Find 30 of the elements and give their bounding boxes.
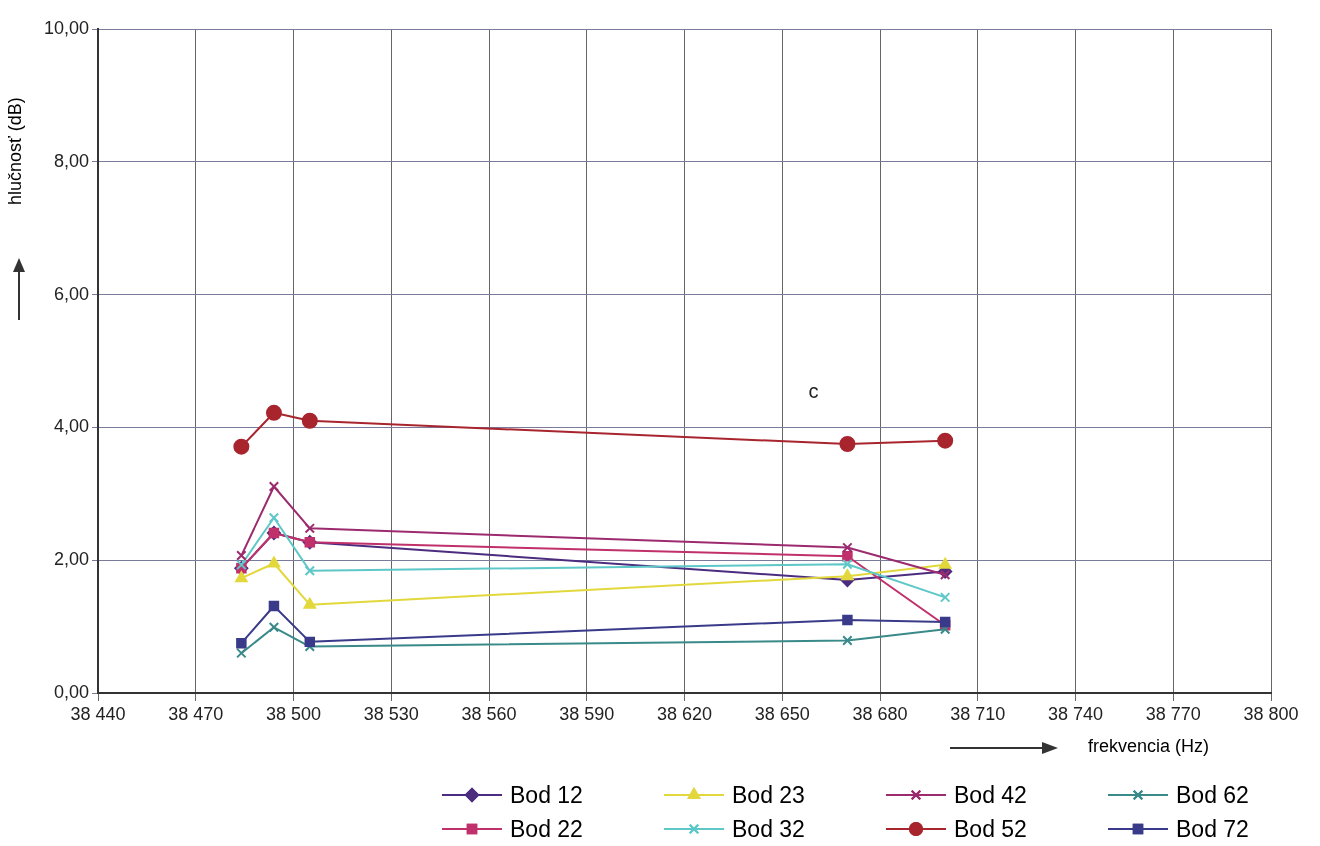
legend-label: Bod 42 — [954, 781, 1027, 809]
x-tick-label: 38 530 — [363, 703, 419, 724]
legend-label: Bod 22 — [510, 815, 583, 843]
x-tick-label: 38 770 — [1145, 703, 1201, 724]
x-tick-label: 38 650 — [754, 703, 810, 724]
x-tick-label: 38 560 — [461, 703, 517, 724]
y-tick-label: 0,00 — [53, 681, 89, 702]
legend-label: Bod 32 — [732, 815, 805, 843]
legend-label: Bod 23 — [732, 781, 805, 809]
y-tick-label: 4,00 — [53, 416, 89, 437]
x-tick-label: 38 470 — [168, 703, 224, 724]
x-tick-label: 38 440 — [70, 703, 126, 724]
x-tick-label: 38 620 — [656, 703, 713, 724]
annotation: c — [808, 379, 819, 402]
y-axis-title: hlučnosť (dB) — [4, 97, 26, 205]
x-tick-label: 38 500 — [265, 703, 322, 724]
y-tick-label: 10,00 — [43, 17, 89, 38]
legend-label: Bod 62 — [1176, 781, 1249, 809]
x-tick-label: 38 740 — [1047, 703, 1104, 724]
x-axis-title: frekvencia (Hz) — [1088, 736, 1210, 757]
y-tick-label: 8,00 — [53, 150, 89, 171]
x-tick-label: 38 800 — [1243, 703, 1299, 724]
legend-label: Bod 52 — [954, 815, 1027, 843]
legend-label: Bod 12 — [510, 781, 583, 809]
x-tick-label: 38 590 — [559, 703, 615, 724]
x-tick-label: 38 680 — [852, 703, 908, 724]
y-tick-label: 2,00 — [53, 549, 89, 570]
y-tick-label: 6,00 — [53, 283, 89, 304]
legend-label: Bod 72 — [1176, 815, 1249, 843]
x-tick-label: 38 710 — [950, 703, 1006, 724]
